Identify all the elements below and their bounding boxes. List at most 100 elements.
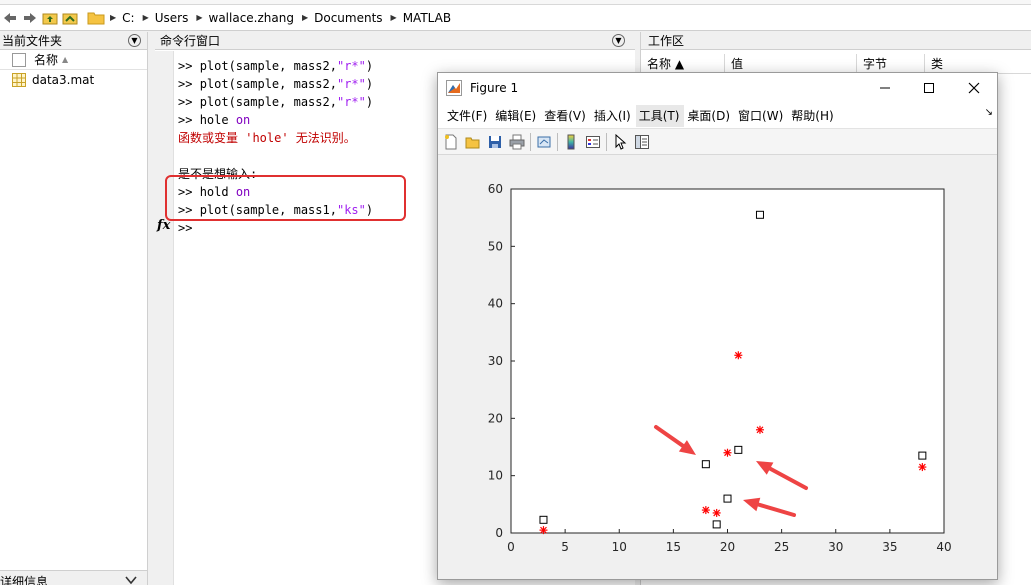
x-tick-label: 25 bbox=[774, 540, 789, 554]
black-square-marker bbox=[539, 515, 548, 524]
command-window-title: 命令行窗口 ▼ bbox=[155, 32, 635, 50]
y-tick-label: 60 bbox=[488, 182, 503, 196]
file-name: data3.mat bbox=[32, 73, 95, 87]
axes-box bbox=[510, 188, 945, 534]
chevron-down-icon[interactable] bbox=[125, 574, 137, 585]
back-icon[interactable] bbox=[0, 7, 20, 29]
file-type-icon bbox=[12, 52, 26, 67]
path-segment-matlab[interactable]: MATLAB bbox=[402, 10, 452, 25]
file-column-header[interactable]: 名称 ▲ bbox=[0, 50, 147, 70]
menu-desktop[interactable]: 桌面(D) bbox=[687, 108, 731, 123]
red-star-marker bbox=[755, 425, 764, 434]
annotation-arrow bbox=[654, 425, 696, 455]
toolbar-separator bbox=[606, 132, 607, 151]
x-tick-label: 0 bbox=[507, 540, 515, 554]
ws-col-name[interactable]: 名称 ▲ bbox=[641, 54, 725, 73]
legend-icon[interactable] bbox=[582, 131, 604, 153]
list-item[interactable]: data3.mat bbox=[0, 70, 147, 90]
annotation-arrow bbox=[756, 461, 808, 490]
workspace-title: 工作区 bbox=[641, 32, 1031, 50]
path-separator: ▶ bbox=[301, 13, 309, 22]
folder-icon bbox=[86, 7, 106, 29]
new-figure-icon[interactable] bbox=[440, 131, 462, 153]
path-separator: ▶ bbox=[110, 13, 117, 22]
property-inspector-icon[interactable] bbox=[631, 131, 653, 153]
path-separator: ▶ bbox=[142, 13, 149, 22]
ws-col-value[interactable]: 值 bbox=[725, 54, 857, 73]
black-square-marker bbox=[701, 460, 710, 469]
workspace-title-text: 工作区 bbox=[648, 34, 685, 48]
red-star-marker bbox=[734, 351, 743, 360]
details-panel-header[interactable]: 详细信息 bbox=[0, 570, 147, 585]
ribbon-strip bbox=[0, 0, 1031, 5]
command-history-line: >> plot(sample, mass2,"r*") bbox=[178, 95, 374, 109]
x-tick-label: 15 bbox=[666, 540, 681, 554]
minimize-icon[interactable] bbox=[862, 73, 908, 103]
menu-insert[interactable]: 插入(I) bbox=[593, 108, 631, 123]
data-points bbox=[539, 210, 927, 535]
panel-menu-icon[interactable]: ▼ bbox=[612, 34, 625, 47]
maximize-icon[interactable] bbox=[906, 73, 952, 103]
annotation-arrow bbox=[743, 497, 796, 517]
ws-col-class[interactable]: 类 bbox=[931, 57, 944, 71]
browse-folder-icon[interactable] bbox=[60, 7, 80, 29]
up-folder-icon[interactable] bbox=[40, 7, 60, 29]
menu-view[interactable]: 查看(V) bbox=[544, 108, 586, 123]
path-segment-documents[interactable]: Documents bbox=[314, 10, 383, 25]
black-square-marker bbox=[918, 451, 927, 460]
x-tick-label: 10 bbox=[612, 540, 627, 554]
current-folder-title-text: 当前文件夹 bbox=[2, 34, 63, 48]
forward-icon[interactable] bbox=[20, 7, 40, 29]
y-axis-ticks: 0 10 20 30 40 50 60 bbox=[488, 182, 515, 540]
red-star-marker bbox=[918, 463, 927, 472]
figure-title: Figure 1 bbox=[470, 81, 519, 95]
path-segment-user[interactable]: wallace.zhang bbox=[208, 10, 294, 25]
open-icon[interactable] bbox=[462, 131, 484, 153]
path-segment-drive[interactable]: C: bbox=[122, 10, 135, 25]
black-square-marker bbox=[723, 494, 732, 503]
menu-file[interactable]: 文件(F) bbox=[447, 108, 488, 123]
menu-help[interactable]: 帮助(H) bbox=[791, 108, 834, 123]
menu-tools[interactable]: 工具(T) bbox=[635, 104, 685, 127]
black-square-marker bbox=[734, 445, 743, 454]
y-tick-label: 20 bbox=[488, 411, 503, 425]
y-tick-label: 50 bbox=[488, 239, 503, 253]
column-name-label: 名称 bbox=[34, 53, 59, 67]
figure-title-bar: Figure 1 bbox=[438, 73, 997, 103]
dock-arrow-icon[interactable]: ↘ bbox=[984, 107, 993, 118]
red-star-marker bbox=[701, 506, 710, 515]
black-square-marker bbox=[712, 520, 721, 529]
red-star-marker bbox=[723, 448, 732, 457]
y-tick-label: 30 bbox=[488, 354, 503, 368]
pointer-icon[interactable] bbox=[609, 131, 631, 153]
ws-col-bytes[interactable]: 字节 bbox=[857, 54, 925, 73]
workspace-column-header: 名称 ▲ 值 字节 类 bbox=[641, 54, 1031, 74]
menu-edit[interactable]: 编辑(E) bbox=[495, 108, 537, 123]
command-history-line: >> plot(sample, mass2,"r*") bbox=[178, 77, 374, 91]
command-history-line: >> plot(sample, mass2,"r*") bbox=[178, 59, 374, 73]
fx-icon[interactable]: fx bbox=[157, 218, 171, 233]
path-separator: ▶ bbox=[390, 13, 397, 22]
colorbar-icon[interactable] bbox=[560, 131, 582, 153]
command-history-line: >> hole on bbox=[178, 113, 251, 127]
panel-menu-icon[interactable]: ▼ bbox=[128, 34, 141, 47]
x-tick-label: 30 bbox=[828, 540, 843, 554]
figure-menubar: 文件(F) 编辑(E) 查看(V) 插入(I) 工具(T) 桌面(D) 窗口(W… bbox=[438, 103, 997, 129]
suggestion-message: 是不是想输入: bbox=[178, 167, 258, 181]
path-segment-users[interactable]: Users bbox=[154, 10, 189, 25]
current-prompt[interactable]: >> bbox=[178, 221, 193, 235]
close-icon[interactable] bbox=[951, 73, 997, 103]
red-star-marker bbox=[712, 508, 721, 517]
suggested-command-line[interactable]: >> plot(sample, mass1,"ks") bbox=[178, 203, 374, 217]
print-icon[interactable] bbox=[506, 131, 528, 153]
menu-window[interactable]: 窗口(W) bbox=[738, 108, 784, 123]
current-folder-title: 当前文件夹 ▼ bbox=[0, 32, 147, 50]
y-tick-label: 10 bbox=[488, 469, 503, 483]
y-tick-label: 40 bbox=[488, 297, 503, 311]
save-icon[interactable] bbox=[484, 131, 506, 153]
x-tick-label: 35 bbox=[882, 540, 897, 554]
link-icon[interactable] bbox=[533, 131, 555, 153]
x-tick-label: 40 bbox=[936, 540, 951, 554]
suggested-command-line[interactable]: >> hold on bbox=[178, 185, 251, 199]
plot-canvas[interactable]: 0 5 10 15 20 25 30 35 40 0 10 20 30 40 50 60 bbox=[438, 157, 997, 579]
